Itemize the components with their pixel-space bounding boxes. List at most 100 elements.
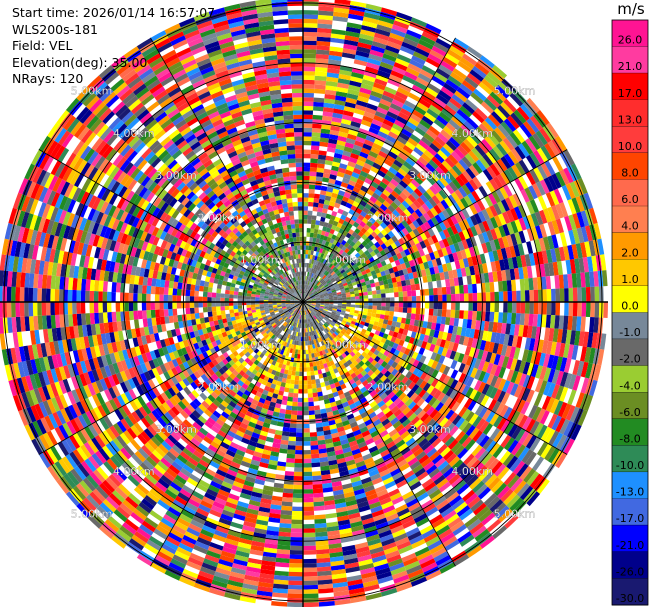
velocity-gate xyxy=(509,92,524,107)
velocity-gate xyxy=(433,41,449,53)
velocity-gate xyxy=(355,337,362,343)
velocity-gate xyxy=(409,113,422,123)
velocity-gate xyxy=(402,144,414,154)
velocity-gate xyxy=(397,286,403,292)
velocity-gate xyxy=(347,161,357,168)
velocity-gate xyxy=(481,78,496,92)
velocity-gate xyxy=(286,400,293,406)
velocity-gate xyxy=(590,302,595,318)
velocity-gate xyxy=(425,57,441,69)
velocity-gate xyxy=(330,277,335,282)
velocity-gate xyxy=(570,163,582,180)
velocity-gate xyxy=(528,404,538,419)
velocity-gate xyxy=(330,286,335,290)
velocity-gate xyxy=(353,340,360,346)
velocity-gate xyxy=(323,317,328,322)
velocity-gate xyxy=(308,245,312,251)
velocity-gate xyxy=(509,458,522,473)
velocity-gate xyxy=(303,92,314,98)
velocity-gate xyxy=(307,331,311,337)
velocity-gate xyxy=(379,126,391,136)
velocity-gate xyxy=(407,568,424,579)
velocity-gate xyxy=(538,352,546,367)
velocity-gate xyxy=(386,170,396,179)
velocity-gate xyxy=(284,471,295,477)
velocity-gate xyxy=(312,206,318,212)
velocity-gate xyxy=(343,339,349,346)
velocity-gate xyxy=(455,417,466,429)
velocity-gate xyxy=(390,432,401,441)
velocity-gate xyxy=(382,319,389,325)
velocity-gate xyxy=(293,484,303,490)
velocity-gate xyxy=(534,238,542,253)
velocity-gate xyxy=(381,177,391,186)
velocity-gate xyxy=(358,189,367,197)
velocity-gate xyxy=(357,366,365,374)
velocity-gate xyxy=(386,554,402,564)
velocity-gate xyxy=(310,250,314,256)
velocity-gate xyxy=(425,268,431,276)
velocity-gate xyxy=(311,339,315,345)
velocity-gate xyxy=(372,302,378,306)
velocity-gate xyxy=(330,560,345,567)
velocity-gate xyxy=(431,360,439,370)
velocity-gate xyxy=(342,317,348,322)
velocity-gate xyxy=(563,420,574,437)
velocity-gate xyxy=(396,214,405,223)
velocity-gate xyxy=(400,211,408,220)
velocity-gate xyxy=(502,280,508,292)
velocity-gate xyxy=(534,211,544,226)
velocity-gate xyxy=(329,252,334,259)
velocity-gate xyxy=(393,378,402,387)
velocity-gate xyxy=(322,372,328,378)
velocity-gate xyxy=(401,200,410,209)
velocity-gate xyxy=(310,317,313,322)
velocity-gate xyxy=(323,102,335,109)
velocity-gate xyxy=(313,269,318,275)
velocity-gate xyxy=(395,11,413,22)
velocity-gate xyxy=(459,105,473,118)
velocity-gate xyxy=(426,209,435,219)
velocity-gate xyxy=(315,338,319,344)
velocity-gate xyxy=(314,80,327,86)
velocity-gate xyxy=(312,289,316,294)
velocity-gate xyxy=(316,431,325,437)
velocity-gate xyxy=(441,247,449,257)
velocity-gate xyxy=(506,369,515,382)
velocity-gate xyxy=(370,270,377,276)
velocity-gate xyxy=(333,445,343,452)
velocity-gate xyxy=(375,379,384,387)
velocity-gate xyxy=(345,330,351,336)
velocity-gate xyxy=(348,129,359,137)
velocity-gate xyxy=(313,370,319,376)
velocity-gate xyxy=(326,256,332,262)
velocity-gate xyxy=(554,342,562,357)
velocity-gate xyxy=(589,317,595,333)
velocity-gate xyxy=(315,329,319,334)
velocity-gate xyxy=(485,351,493,363)
velocity-gate xyxy=(313,492,324,498)
velocity-gate xyxy=(458,220,467,232)
velocity-gate xyxy=(479,535,495,549)
velocity-gate xyxy=(315,299,321,301)
velocity-gate xyxy=(404,71,418,81)
velocity-gate xyxy=(378,266,385,273)
velocity-gate xyxy=(539,366,548,381)
velocity-gate xyxy=(518,267,524,280)
velocity-gate xyxy=(525,200,535,215)
velocity-gate xyxy=(503,421,515,435)
velocity-gate xyxy=(516,255,523,268)
velocity-gate xyxy=(485,180,496,194)
velocity-gate xyxy=(374,241,381,249)
velocity-gate xyxy=(502,211,511,224)
velocity-gate xyxy=(325,321,331,326)
velocity-gate xyxy=(330,428,338,435)
velocity-gate xyxy=(308,276,312,282)
velocity-gate xyxy=(513,267,520,280)
velocity-gate xyxy=(382,542,397,551)
velocity-gate xyxy=(412,464,424,474)
velocity-gate xyxy=(518,143,530,158)
velocity-gate xyxy=(356,132,368,140)
velocity-gate xyxy=(448,119,461,131)
velocity-gate xyxy=(359,320,366,326)
